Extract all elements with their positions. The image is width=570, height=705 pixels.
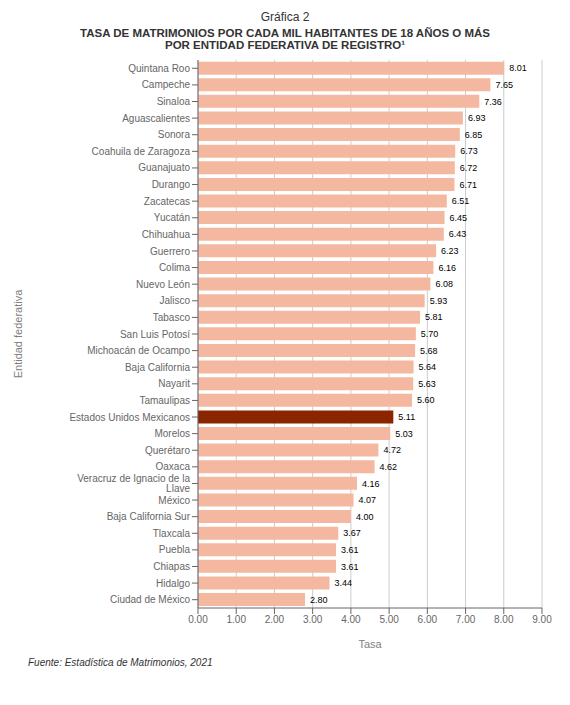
svg-text:3.61: 3.61 — [341, 545, 359, 555]
svg-text:Chiapas: Chiapas — [153, 561, 190, 572]
svg-text:7.36: 7.36 — [484, 97, 502, 107]
svg-text:5.11: 5.11 — [398, 412, 415, 422]
svg-text:4.07: 4.07 — [359, 495, 377, 505]
svg-text:6.71: 6.71 — [459, 180, 477, 190]
svg-text:3.61: 3.61 — [341, 562, 359, 572]
svg-text:0.00: 0.00 — [188, 614, 208, 625]
svg-text:Hidalgo: Hidalgo — [156, 578, 190, 589]
svg-text:5.03: 5.03 — [395, 429, 413, 439]
svg-text:6.16: 6.16 — [438, 263, 456, 273]
svg-text:Puebla: Puebla — [159, 544, 191, 555]
svg-text:Nayarit: Nayarit — [158, 378, 190, 389]
svg-text:Guerrero: Guerrero — [150, 246, 190, 257]
svg-text:2.80: 2.80 — [310, 595, 328, 605]
svg-text:Michoacán de Ocampo: Michoacán de Ocampo — [87, 345, 190, 356]
svg-text:5.64: 5.64 — [419, 362, 437, 372]
svg-text:5.81: 5.81 — [425, 312, 443, 322]
svg-text:Estados Unidos Mexicanos: Estados Unidos Mexicanos — [69, 412, 190, 423]
svg-text:4.62: 4.62 — [380, 462, 398, 472]
svg-text:Quintana Roo: Quintana Roo — [128, 63, 190, 74]
svg-text:Chihuahua: Chihuahua — [142, 229, 191, 240]
svg-text:8.01: 8.01 — [509, 63, 527, 73]
svg-text:Nuevo León: Nuevo León — [136, 279, 190, 290]
svg-text:6.45: 6.45 — [450, 213, 468, 223]
svg-text:4.72: 4.72 — [383, 445, 401, 455]
svg-text:3.67: 3.67 — [343, 528, 361, 538]
svg-text:4.16: 4.16 — [362, 479, 380, 489]
svg-text:6.08: 6.08 — [435, 279, 453, 289]
svg-text:Tabasco: Tabasco — [153, 312, 191, 323]
html-text:Fuente: Estadística de Matrimo: Fuente: Estadística de Matrimonios, 2021 — [28, 657, 213, 668]
svg-text:Morelos: Morelos — [154, 428, 190, 439]
svg-text:Colima: Colima — [159, 262, 191, 273]
svg-text:9.00: 9.00 — [532, 614, 552, 625]
svg-text:6.85: 6.85 — [465, 130, 483, 140]
svg-text:5.70: 5.70 — [421, 329, 439, 339]
svg-text:Campeche: Campeche — [142, 79, 191, 90]
svg-text:6.00: 6.00 — [418, 614, 438, 625]
svg-text:México: México — [158, 495, 190, 506]
svg-text:Querétaro: Querétaro — [145, 445, 190, 456]
svg-text:5.68: 5.68 — [420, 346, 438, 356]
svg-text:Baja California: Baja California — [125, 362, 190, 373]
svg-text:Sonora: Sonora — [158, 129, 191, 140]
svg-text:5.93: 5.93 — [430, 296, 448, 306]
svg-text:7.00: 7.00 — [456, 614, 476, 625]
svg-text:Ciudad de México: Ciudad de México — [110, 594, 190, 605]
svg-text:6.72: 6.72 — [460, 163, 478, 173]
svg-text:Coahuila de Zaragoza: Coahuila de Zaragoza — [92, 146, 191, 157]
html-text:Gráfica 2: Gráfica 2 — [260, 10, 310, 24]
svg-text:Tasa: Tasa — [358, 638, 382, 650]
svg-text:6.93: 6.93 — [468, 113, 486, 123]
svg-text:5.63: 5.63 — [418, 379, 436, 389]
html-text:TASA DE MATRIMONIOS POR CADA M: TASA DE MATRIMONIOS POR CADA MIL HABITAN… — [80, 27, 490, 51]
svg-text:6.51: 6.51 — [452, 196, 470, 206]
svg-text:6.43: 6.43 — [449, 229, 467, 239]
svg-text:5.60: 5.60 — [417, 395, 435, 405]
svg-text:1.00: 1.00 — [226, 614, 246, 625]
svg-text:Zacatecas: Zacatecas — [144, 196, 190, 207]
svg-text:Tlaxcala: Tlaxcala — [153, 528, 191, 539]
svg-text:6.23: 6.23 — [441, 246, 459, 256]
svg-text:Tamaulipas: Tamaulipas — [139, 395, 190, 406]
svg-text:Guanajuato: Guanajuato — [138, 162, 190, 173]
svg-text:Aguascalientes: Aguascalientes — [122, 113, 190, 124]
svg-text:8.00: 8.00 — [494, 614, 514, 625]
svg-text:7.65: 7.65 — [495, 80, 513, 90]
svg-text:4.00: 4.00 — [341, 614, 361, 625]
svg-text:4.00: 4.00 — [356, 512, 374, 522]
svg-text:5.00: 5.00 — [379, 614, 399, 625]
svg-text:Baja California Sur: Baja California Sur — [107, 511, 191, 522]
svg-text:3.44: 3.44 — [334, 578, 352, 588]
svg-text:Sinaloa: Sinaloa — [157, 96, 191, 107]
svg-text:Entidad federativa: Entidad federativa — [12, 289, 24, 379]
svg-text:6.73: 6.73 — [460, 146, 478, 156]
svg-text:Yucatán: Yucatán — [154, 212, 190, 223]
svg-text:San Luis Potosí: San Luis Potosí — [120, 329, 190, 340]
svg-text:Durango: Durango — [152, 179, 191, 190]
svg-text:Jalisco: Jalisco — [159, 295, 190, 306]
svg-text:Oaxaca: Oaxaca — [156, 461, 191, 472]
svg-text:Veracruz de Ignacio de laLlave: Veracruz de Ignacio de laLlave — [77, 473, 190, 494]
svg-text:3.00: 3.00 — [303, 614, 323, 625]
svg-text:2.00: 2.00 — [265, 614, 285, 625]
